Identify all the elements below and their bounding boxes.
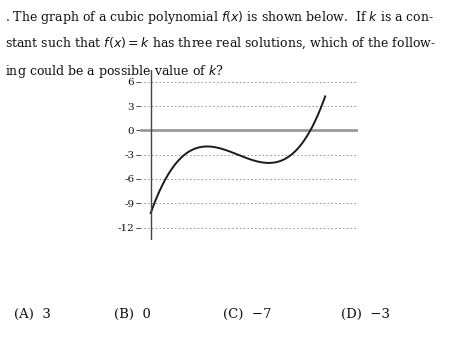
Text: (B)  0: (B) 0 [114,308,151,321]
Text: stant such that $f(x) = k$ has three real solutions, which of the follow-: stant such that $f(x) = k$ has three rea… [5,36,436,51]
Text: (C)  −7: (C) −7 [223,308,271,321]
Text: ing could be a possible value of $k$?: ing could be a possible value of $k$? [5,63,223,80]
Text: (D)  −3: (D) −3 [341,308,390,321]
Text: . The graph of a cubic polynomial $f(x)$ is shown below.  If $k$ is a con-: . The graph of a cubic polynomial $f(x)$… [5,8,434,26]
Text: (A)  3: (A) 3 [14,308,51,321]
